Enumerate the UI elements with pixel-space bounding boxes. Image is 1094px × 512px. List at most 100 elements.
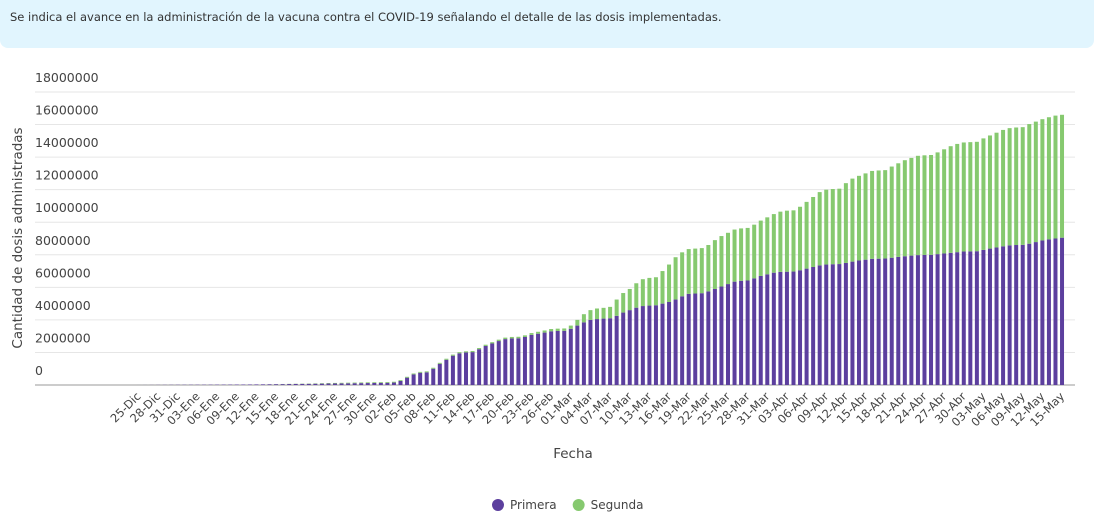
bar-segment xyxy=(1007,128,1012,246)
bar-segment xyxy=(955,143,960,253)
bar-segment xyxy=(974,251,979,385)
bar-segment xyxy=(745,280,750,385)
bar-segment xyxy=(706,291,711,385)
bar-segment xyxy=(765,274,770,385)
bar-segment xyxy=(1046,117,1051,240)
bar-segment xyxy=(909,157,914,256)
bar-segment xyxy=(568,328,573,385)
bar-segment xyxy=(673,299,678,385)
bar-segment xyxy=(391,381,396,383)
bar-segment xyxy=(450,354,455,356)
bar-segment xyxy=(798,270,803,385)
bar-segment xyxy=(902,160,907,257)
bar-segment xyxy=(1027,243,1032,385)
bar-segment xyxy=(634,307,639,385)
bar-segment xyxy=(850,178,855,262)
bar-segment xyxy=(313,383,318,385)
bar-segment xyxy=(588,319,593,385)
bar-segment xyxy=(581,314,586,323)
bar-segment xyxy=(1027,124,1032,244)
bar-segment xyxy=(817,192,822,266)
bar-segment xyxy=(850,261,855,385)
bar-segment xyxy=(660,271,665,304)
bar-segment xyxy=(352,382,357,384)
bar-segment xyxy=(686,293,691,385)
bar-segment xyxy=(686,249,691,294)
bar-segment xyxy=(595,308,599,320)
bar-segment xyxy=(405,377,410,385)
bar-segment xyxy=(444,359,449,385)
bar-segment xyxy=(424,372,429,385)
bar-segment xyxy=(365,382,370,384)
bar-segment xyxy=(739,280,744,385)
bar-segment xyxy=(614,299,619,316)
bar-segment xyxy=(247,384,252,385)
bar-segment xyxy=(496,341,501,385)
bar-segment xyxy=(830,264,835,385)
bar-segment xyxy=(955,252,960,385)
bar-segment xyxy=(470,350,475,353)
bar-segment xyxy=(778,211,783,272)
bar-segment xyxy=(627,288,632,311)
bar-segment xyxy=(942,149,947,254)
bar-segment xyxy=(981,138,986,250)
bar-segment xyxy=(516,336,521,339)
bar-segment xyxy=(693,293,698,385)
bar-segment xyxy=(418,371,423,373)
bar-segment xyxy=(333,382,338,384)
bar-segment xyxy=(562,328,567,331)
bar-segment xyxy=(1007,245,1012,385)
bar-segment xyxy=(588,310,593,320)
bar-segment xyxy=(608,306,613,319)
bar-segment xyxy=(693,248,698,294)
bar-segment xyxy=(660,303,665,385)
bar-segment xyxy=(981,249,986,385)
bar-segment xyxy=(811,196,816,267)
bar-segment xyxy=(260,384,265,385)
y-tick-label: 4000000 xyxy=(35,298,91,313)
bar-segment xyxy=(824,264,829,385)
bar-segment xyxy=(431,368,436,385)
bar-segment xyxy=(555,328,560,331)
bar-segment xyxy=(680,252,685,297)
bar-segment xyxy=(811,266,816,385)
bar-segment xyxy=(359,382,364,384)
legend-label: Primera xyxy=(510,498,557,512)
bar-segment xyxy=(712,240,717,289)
y-tick-label: 18000000 xyxy=(35,70,99,85)
bar-segment xyxy=(771,214,776,273)
bar-segment xyxy=(365,383,370,385)
bar-segment xyxy=(824,189,829,265)
bar-segment xyxy=(1020,127,1025,245)
bar-segment xyxy=(856,260,861,385)
bar-segment xyxy=(346,382,351,384)
bar-segment xyxy=(673,257,678,300)
bar-segment xyxy=(391,382,396,385)
bar-segment xyxy=(575,325,580,385)
bar-segment xyxy=(424,371,429,373)
bar-segment xyxy=(870,258,875,385)
bar-segment xyxy=(863,173,868,260)
bar-segment xyxy=(883,170,888,259)
bar-segment xyxy=(948,146,953,253)
bar-segment xyxy=(843,262,848,385)
bar-segment xyxy=(915,155,920,256)
bar-segment xyxy=(929,254,934,385)
bar-segment xyxy=(653,305,658,385)
bar-segment xyxy=(575,319,580,326)
bar-segment xyxy=(549,329,554,332)
bar-segment xyxy=(758,275,763,385)
info-banner: Se indica el avance en la administración… xyxy=(0,0,1094,48)
bar-segment xyxy=(961,142,966,252)
bar-segment xyxy=(791,271,796,385)
bar-segment xyxy=(942,253,947,385)
bar-segment xyxy=(987,248,992,385)
bar-segment xyxy=(464,352,469,385)
bar-segment xyxy=(889,257,894,385)
bar-segment xyxy=(326,383,331,385)
bar-segment xyxy=(293,383,298,385)
bar-segment xyxy=(1060,237,1065,385)
bar-segment xyxy=(522,335,527,337)
